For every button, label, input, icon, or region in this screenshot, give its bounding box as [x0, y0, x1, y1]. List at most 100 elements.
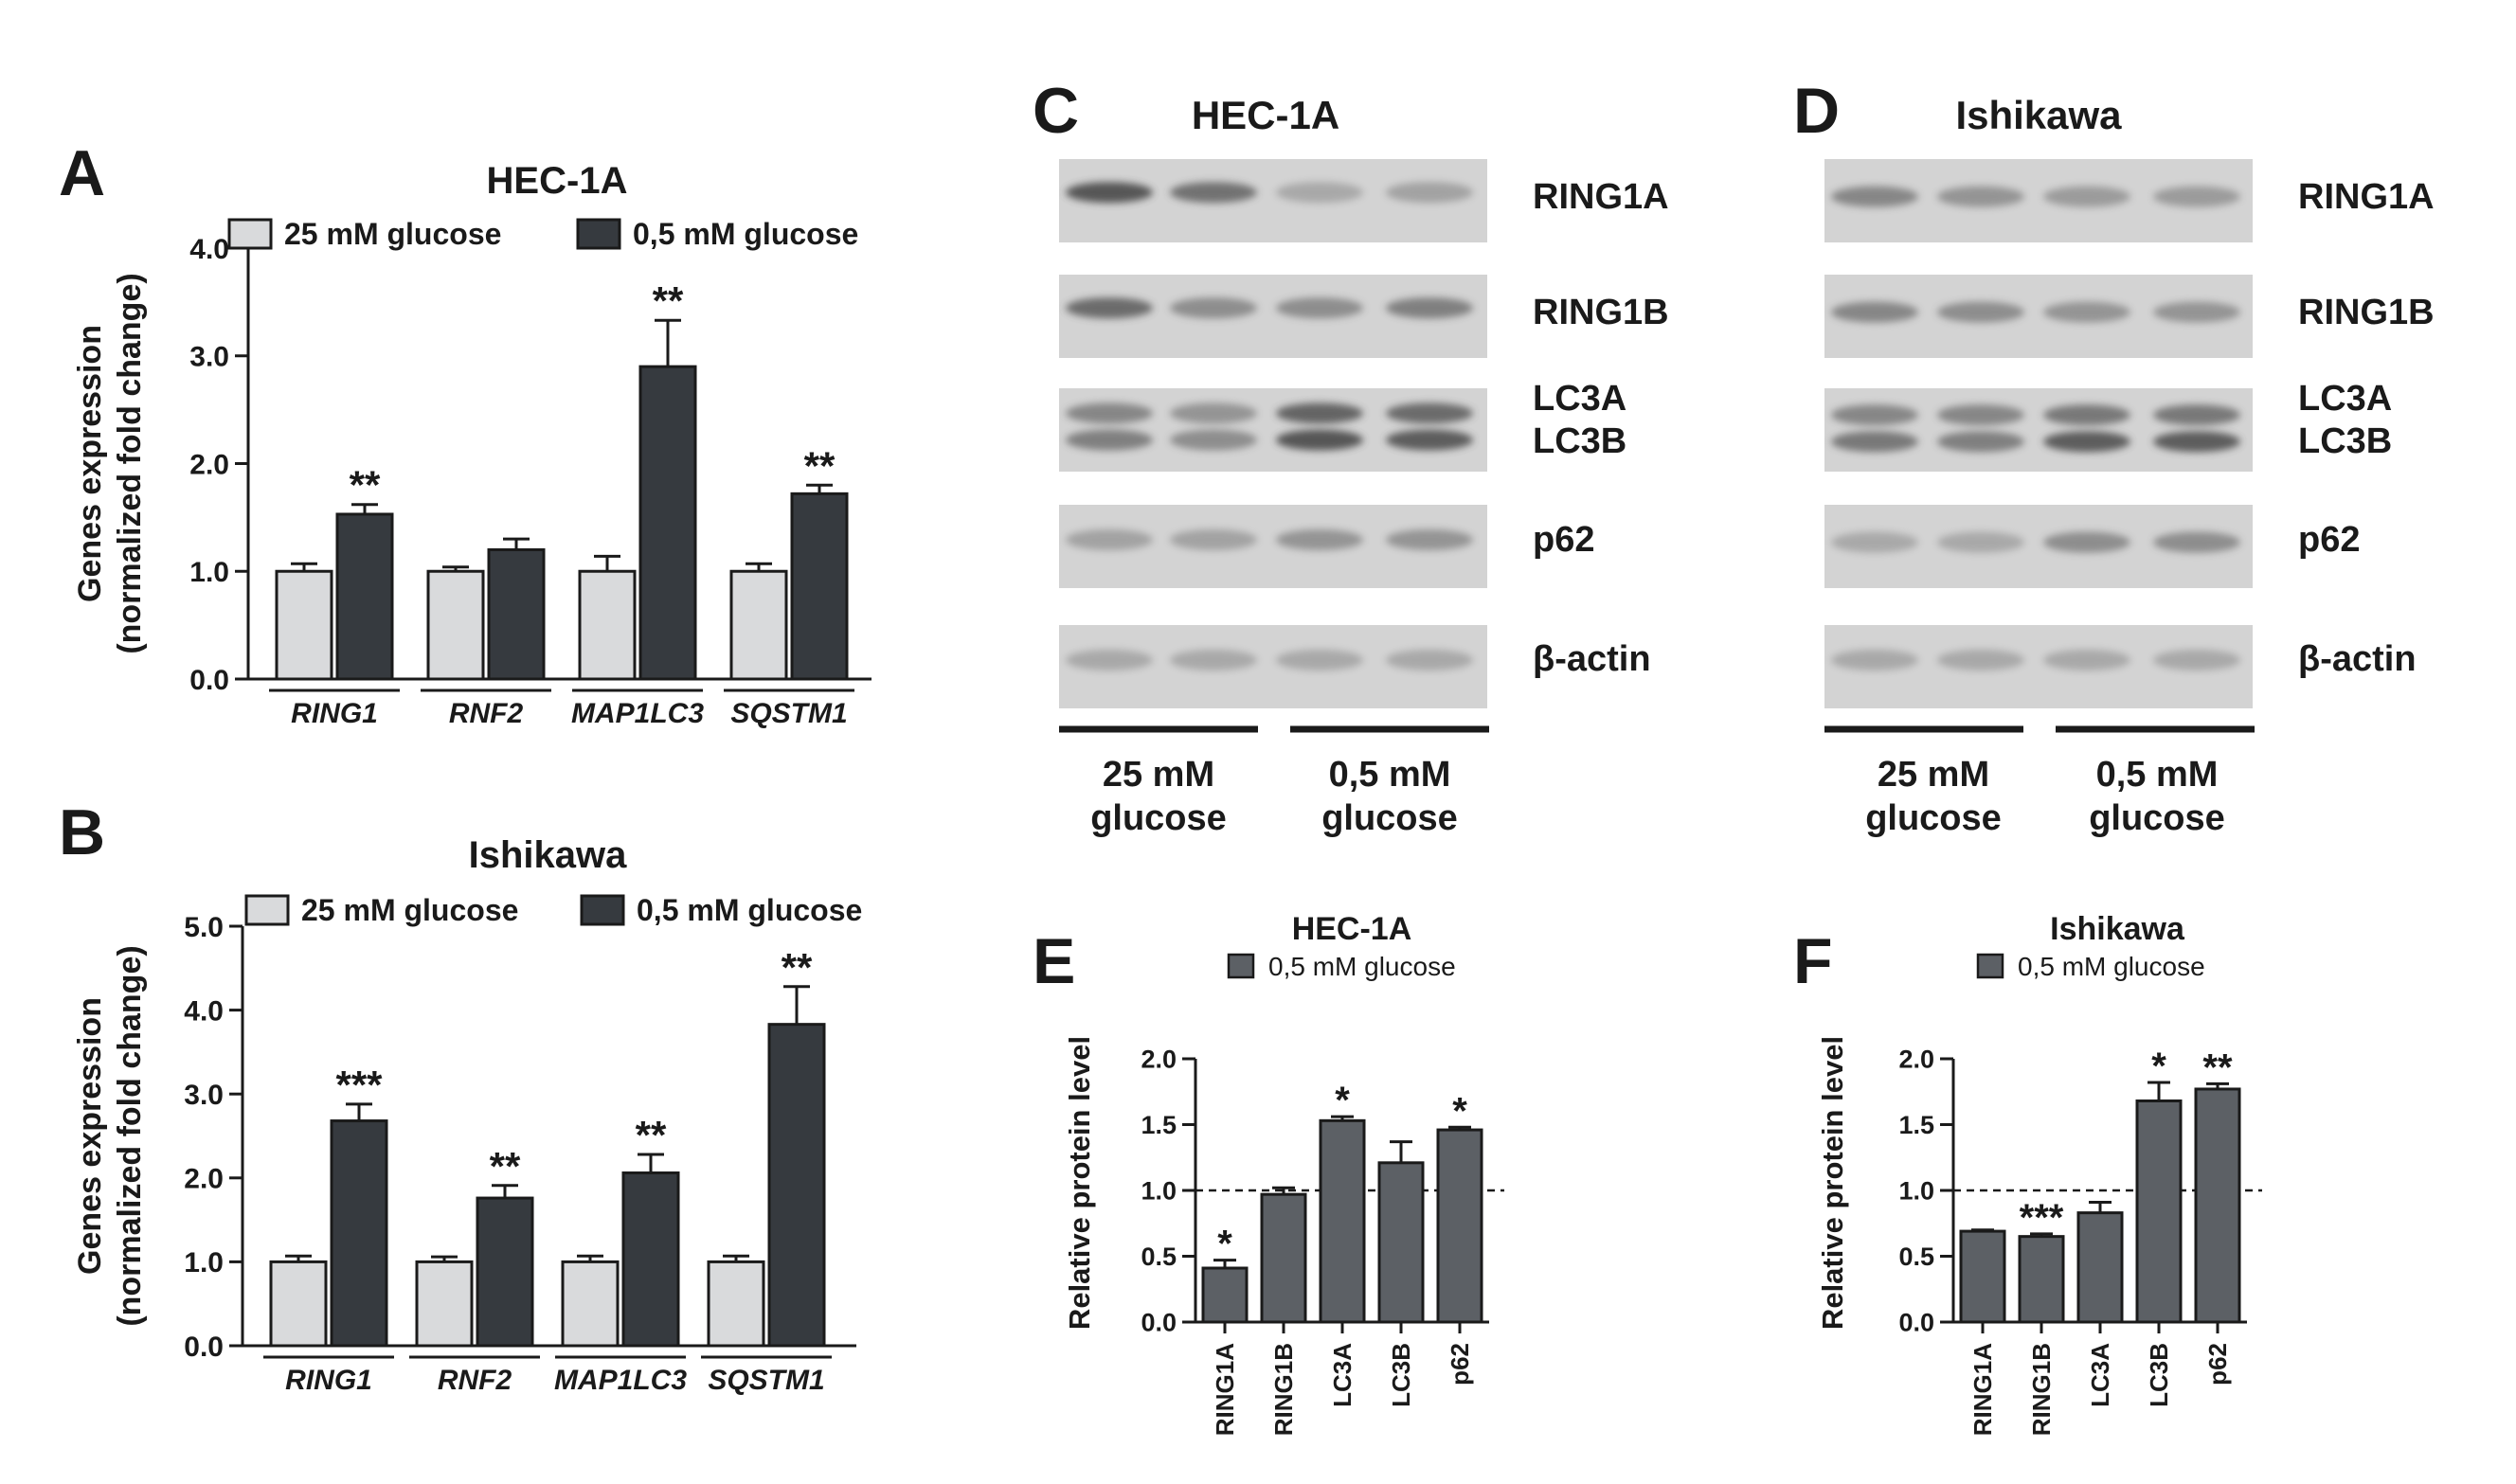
- protein-band: [1386, 528, 1473, 550]
- panel-letter-f: F: [1793, 925, 1833, 997]
- blot-strip-background: [1824, 388, 2253, 472]
- protein-band: [1831, 186, 1918, 207]
- bar-low-glucose: [767, 1023, 826, 1348]
- band-label-lc3b: LC3B: [1533, 421, 1626, 461]
- y-tick-label: 2.0: [184, 1164, 224, 1195]
- protein-band: [1831, 431, 1918, 453]
- legend-swatch: [580, 894, 625, 926]
- legend-swatch: [1227, 953, 1255, 979]
- bar-low-glucose: [330, 1119, 388, 1348]
- y-tick-label: 1.5: [1898, 1111, 1934, 1139]
- protein-band: [1066, 297, 1153, 319]
- legend-label: 0,5 mM glucose: [633, 217, 858, 251]
- protein-band: [1170, 402, 1257, 424]
- y-axis-label-line2: (normalized fold change): [112, 273, 148, 653]
- x-category-label: RING1A: [1211, 1343, 1239, 1436]
- significance-label: **: [653, 278, 684, 323]
- bar-protein-level: [2018, 1235, 2065, 1324]
- significance-label: *: [1452, 1090, 1467, 1132]
- bar-protein-level: [1201, 1266, 1249, 1324]
- bar-control: [561, 1260, 620, 1348]
- protein-band: [1937, 404, 2024, 426]
- bar-low-glucose: [638, 365, 697, 681]
- legend-label: 0,5 mM glucose: [1268, 952, 1456, 981]
- bar-control: [275, 569, 333, 681]
- bar-low-glucose: [487, 548, 546, 681]
- x-category-label: RNF2: [438, 1365, 512, 1396]
- significance-label: **: [782, 945, 813, 990]
- protein-band: [1066, 429, 1153, 451]
- significance-label: **: [350, 463, 381, 508]
- bar-low-glucose: [335, 512, 394, 681]
- protein-band: [1937, 531, 2024, 553]
- significance-label: ***: [335, 1063, 383, 1107]
- chart-panel-b: 0.0 1.0 2.0 3.0 4.0 5.0 Genes expression (norma…: [72, 893, 862, 1396]
- protein-band: [1831, 301, 1918, 323]
- bar-control: [578, 569, 637, 681]
- protein-band: [2043, 531, 2130, 553]
- chart-panel-e: 0.0 0.5 1.0 1.5 2.0 Relative protein level * RI…: [1063, 952, 1504, 1436]
- y-tick-label: 1.0: [184, 1247, 224, 1278]
- bar-protein-level: [1377, 1161, 1425, 1324]
- blot-strip: [1824, 625, 2253, 708]
- x-category-label: RING1: [291, 698, 378, 729]
- panel-letter-b: B: [59, 796, 105, 868]
- significance-label: *: [1335, 1080, 1350, 1121]
- protein-band: [1066, 649, 1153, 670]
- bar-control: [707, 1260, 765, 1348]
- bar-protein-level: [2194, 1087, 2241, 1324]
- protein-band: [1937, 649, 2024, 670]
- panel-letter-d: D: [1793, 75, 1840, 147]
- blot-strip: [1059, 388, 1487, 472]
- band-label-ring1a: RING1A: [2298, 177, 2435, 217]
- protein-band: [1276, 528, 1363, 550]
- y-tick-label: 2.0: [189, 449, 229, 480]
- protein-band: [2043, 649, 2130, 670]
- treatment-group-label-line2: glucose: [1321, 798, 1458, 838]
- bar-control: [426, 569, 485, 681]
- treatment-group-label: 25 mM: [1103, 755, 1214, 795]
- x-category-label: MAP1LC3: [554, 1365, 687, 1396]
- legend-swatch: [227, 218, 273, 250]
- x-category-label: p62: [1446, 1343, 1474, 1386]
- y-tick-label: 0.0: [184, 1332, 224, 1363]
- protein-band: [1276, 429, 1363, 451]
- legend-swatch: [1976, 953, 2004, 979]
- bar-control: [415, 1260, 474, 1348]
- significance-label: *: [1217, 1224, 1232, 1265]
- blot-strip: [1059, 159, 1487, 242]
- y-axis-label: Relative protein level: [1063, 1036, 1096, 1330]
- protein-band: [1066, 182, 1153, 204]
- x-category-label: p62: [2203, 1343, 2232, 1386]
- treatment-group-label: 0,5 mM: [2096, 755, 2219, 795]
- protein-band: [1276, 402, 1363, 424]
- y-tick-label: 0.0: [189, 665, 229, 696]
- protein-band: [2153, 186, 2240, 207]
- y-tick-label: 1.0: [189, 557, 229, 588]
- band-label-lc3a: LC3A: [2298, 379, 2392, 419]
- protein-band: [1386, 429, 1473, 451]
- y-tick-label: 3.0: [184, 1080, 224, 1111]
- x-category-label: LC3A: [2086, 1343, 2114, 1407]
- bar-protein-level: [1436, 1128, 1483, 1324]
- legend-label: 25 mM glucose: [284, 217, 501, 251]
- protein-band: [2043, 404, 2130, 426]
- x-category-label: RING1B: [1269, 1343, 1298, 1436]
- panel-a-title: HEC-1A: [487, 160, 628, 202]
- y-tick-label: 5.0: [184, 912, 224, 943]
- protein-band: [2043, 301, 2130, 323]
- protein-band: [1937, 431, 2024, 453]
- legend-swatch: [576, 218, 621, 250]
- blot-strip: [1824, 159, 2253, 242]
- y-tick-label: 2.0: [1898, 1046, 1934, 1074]
- band-label-actin: β-actin: [1533, 639, 1651, 679]
- panel-letter-c: C: [1033, 75, 1079, 147]
- panel-d-title: Ishikawa: [1955, 93, 2122, 137]
- band-label-p62: p62: [2298, 520, 2360, 560]
- protein-band: [2043, 431, 2130, 453]
- blot-strip: [1824, 505, 2253, 588]
- protein-band: [1276, 649, 1363, 670]
